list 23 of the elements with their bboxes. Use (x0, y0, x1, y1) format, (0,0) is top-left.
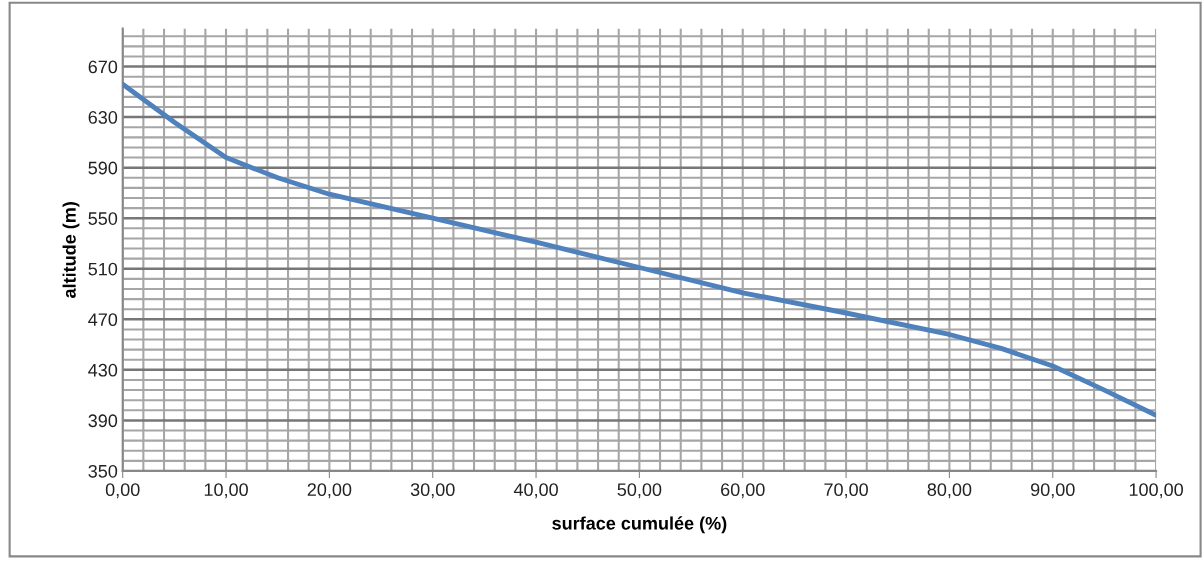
x-tick-label: 70,00 (824, 483, 868, 499)
x-tick-label: 60,00 (721, 483, 765, 499)
x-tick-label: 10,00 (204, 483, 248, 499)
y-tick-label: 510 (88, 262, 118, 276)
x-tick-label: 40,00 (513, 483, 558, 499)
y-tick-label: 430 (88, 363, 118, 377)
x-tick-label: 100,00 (1129, 483, 1183, 499)
x-tick-label: 0,00 (105, 483, 140, 499)
x-tick-label: 80,00 (927, 483, 972, 499)
y-tick-label: 590 (88, 161, 118, 175)
y-tick-label: 630 (88, 111, 118, 124)
x-axis-title: surface cumulée (%) (552, 516, 727, 534)
y-tick-label: 670 (88, 60, 118, 74)
x-tick-label: 90,00 (1031, 483, 1075, 499)
y-tick-label: 350 (88, 464, 118, 478)
x-tick-label: 20,00 (307, 483, 352, 499)
line-series (122, 81, 1157, 418)
x-tick-label: 50,00 (617, 483, 662, 499)
y-tick-label: 390 (88, 414, 118, 428)
y-axis-title: altitude (m) (62, 202, 80, 298)
y-tick-label: 550 (88, 212, 118, 225)
x-tick-label: 30,00 (410, 483, 455, 499)
y-tick-label: 470 (88, 313, 118, 327)
